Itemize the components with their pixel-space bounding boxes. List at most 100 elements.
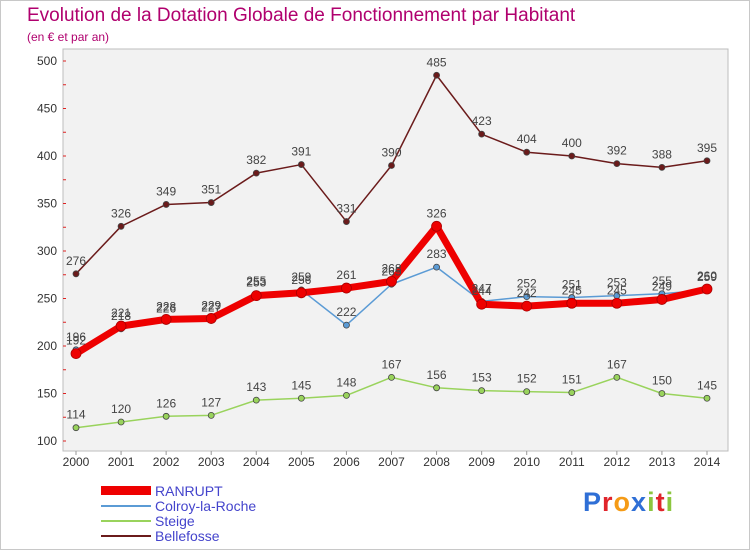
data-point-colroy-la-roche [433,263,440,271]
data-point-ranrupt [611,297,623,309]
data-label-bellefosse: 349 [156,184,176,198]
data-label-colroy-la-roche: 259 [291,270,311,284]
data-point-ranrupt [566,297,578,309]
data-point-steige [703,394,711,402]
data-label-steige: 150 [652,374,672,388]
plot-area [62,48,729,452]
data-label-steige: 152 [517,372,537,386]
data-point-steige [613,373,621,381]
data-label-colroy-la-roche: 255 [246,274,266,288]
x-tick-label: 2014 [694,455,721,469]
data-point-bellefosse [252,169,260,177]
data-label-colroy-la-roche: 253 [607,276,627,290]
data-point-bellefosse [162,201,170,208]
y-tick-label: 250 [37,292,57,306]
data-label-colroy-la-roche: 265 [381,264,401,278]
legend-label: RANRUPT [155,482,223,499]
data-label-steige: 167 [381,357,401,371]
data-point-steige [388,373,395,381]
data-label-steige: 126 [156,396,176,410]
logo-letter: i [665,487,675,517]
data-label-steige: 120 [111,402,131,416]
data-point-ranrupt [205,313,217,324]
data-point-ranrupt [70,348,82,360]
data-point-ranrupt [341,282,352,294]
data-label-colroy-la-roche: 247 [472,281,492,295]
data-label-bellefosse: 404 [517,132,537,146]
data-point-steige [343,391,350,399]
data-point-ranrupt [476,298,488,310]
data-label-bellefosse: 276 [66,254,86,268]
logo-letter: x [631,487,648,517]
chart-subtitle: (en € et par an) [27,30,110,44]
data-point-ranrupt [701,283,713,295]
data-point-bellefosse [478,130,486,138]
data-label-ranrupt: 242 [517,286,537,300]
data-label-bellefosse: 400 [562,136,582,150]
data-point-ranrupt [115,320,127,332]
data-label-colroy-la-roche: 255 [652,274,672,288]
data-label-colroy-la-roche: 252 [517,277,537,291]
legend-swatch [101,486,151,495]
logo-letter: i [647,487,656,517]
legend-swatch [101,534,151,537]
data-label-steige: 153 [472,371,492,385]
data-point-steige [207,411,215,419]
data-label-ranrupt: 260 [697,269,717,283]
data-point-bellefosse [72,270,80,278]
x-tick-label: 2010 [513,455,540,469]
y-tick-label: 150 [37,387,57,401]
data-label-bellefosse: 392 [607,144,627,158]
data-label-bellefosse: 388 [652,147,672,161]
x-tick-label: 2005 [288,455,315,469]
data-label-colroy-la-roche: 196 [66,330,86,344]
data-label-ranrupt: 256 [291,273,311,287]
data-label-ranrupt: 229 [201,298,221,312]
y-tick-label: 400 [37,149,57,163]
data-label-colroy-la-roche: 218 [111,309,131,323]
logo-letter: o [613,487,632,517]
data-point-steige [297,394,305,402]
data-label-steige: 127 [201,395,221,409]
data-point-ranrupt [160,313,172,325]
data-label-ranrupt: 261 [336,268,356,282]
data-point-bellefosse [433,71,440,79]
data-label-bellefosse: 351 [201,183,221,197]
data-point-ranrupt [386,275,397,287]
y-tick-label: 500 [37,54,57,68]
data-label-bellefosse: 485 [427,55,447,69]
x-tick-label: 2006 [333,455,360,469]
x-tick-label: 2000 [63,455,90,469]
data-point-steige [478,387,486,395]
x-tick-label: 2003 [198,455,225,469]
x-tick-label: 2009 [468,455,495,469]
y-tick-label: 300 [37,244,57,258]
data-point-bellefosse [523,148,531,156]
legend-item: Steige [101,512,256,529]
data-point-steige [658,390,666,397]
data-point-bellefosse [613,160,621,168]
data-point-steige [523,388,531,396]
data-label-ranrupt: 228 [156,299,176,313]
legend-swatch [101,519,151,522]
data-point-steige [433,384,440,392]
x-tick-label: 2012 [604,455,631,469]
data-point-bellefosse [207,199,215,206]
legend-label: Bellefosse [155,527,220,544]
legend-item: Bellefosse [101,527,256,544]
data-label-ranrupt: 245 [562,283,582,297]
data-label-colroy-la-roche: 227 [201,300,221,314]
data-point-steige [568,389,576,396]
data-point-ranrupt [295,287,307,299]
data-point-steige [72,424,80,432]
data-label-ranrupt: 253 [246,276,266,290]
logo-letter: P [583,487,603,517]
data-label-steige: 167 [607,357,627,371]
x-tick-label: 2001 [108,455,135,469]
data-label-ranrupt: 326 [427,206,447,220]
data-point-bellefosse [658,163,666,171]
data-label-colroy-la-roche: 226 [156,301,176,315]
x-tick-label: 2013 [649,455,676,469]
data-label-steige: 145 [697,378,717,392]
legend-label: Steige [155,512,195,529]
